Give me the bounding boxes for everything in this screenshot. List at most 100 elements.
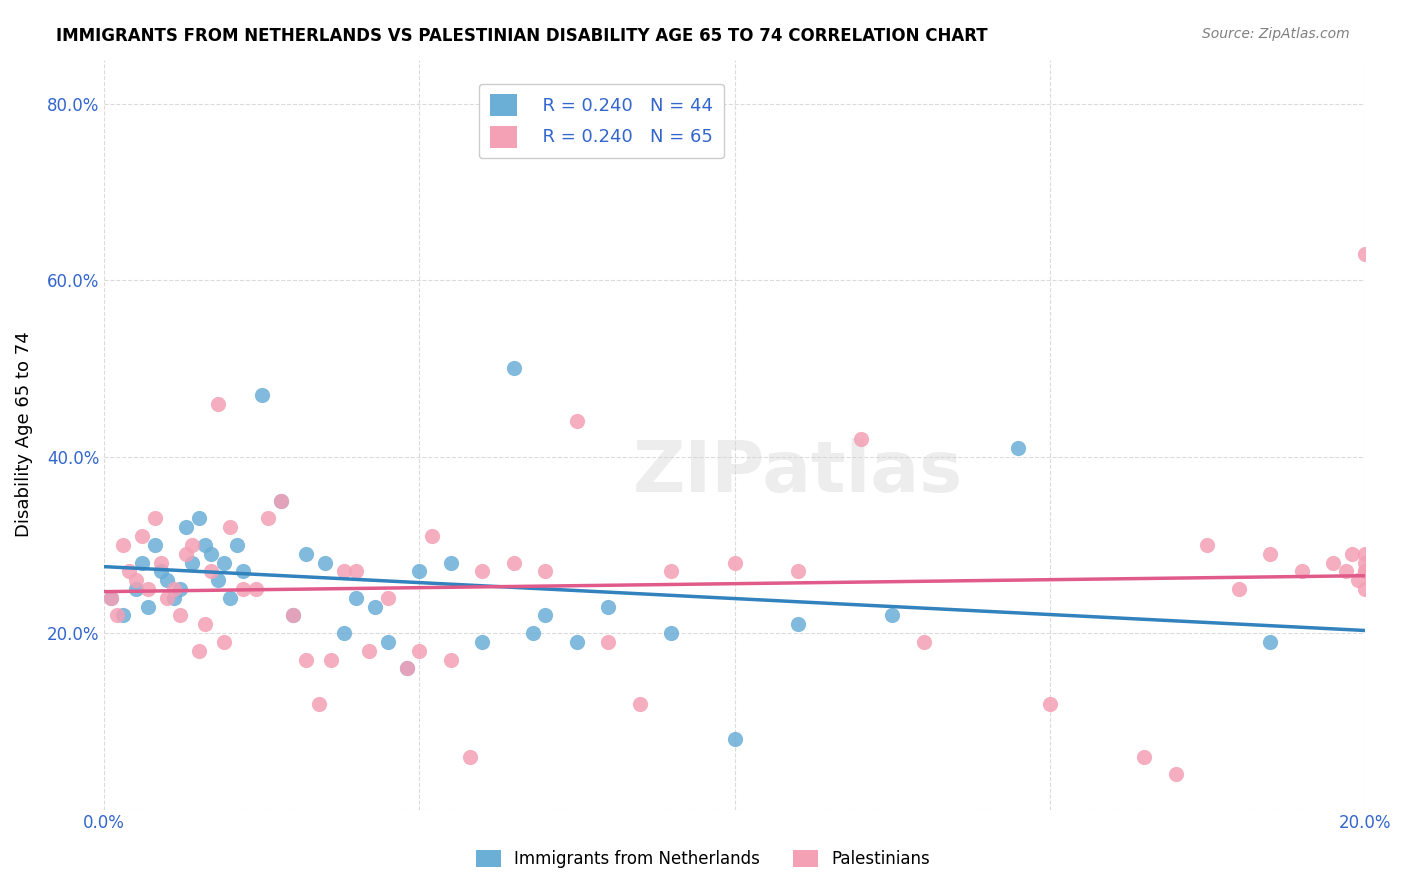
Point [1354,582,1376,596]
Point [395,661,418,675]
Point [138,599,160,614]
Point [565,414,588,428]
Point [112,608,135,623]
Point [1322,556,1344,570]
Point [187,644,209,658]
Point [598,599,620,614]
Point [1227,582,1250,596]
Point [332,626,354,640]
Point [503,556,526,570]
Point [232,582,254,596]
Point [377,591,399,605]
Point [131,529,153,543]
Point [1164,767,1187,781]
Point [344,564,367,578]
Point [912,635,935,649]
Point [156,573,179,587]
Point [1354,556,1376,570]
Point [1354,564,1376,578]
Point [194,538,217,552]
Point [1258,635,1281,649]
Point [232,564,254,578]
Point [628,697,651,711]
Point [295,652,318,666]
Point [440,652,463,666]
Point [149,564,172,578]
Y-axis label: Disability Age 65 to 74: Disability Age 65 to 74 [15,332,32,538]
Legend: Immigrants from Netherlands, Palestinians: Immigrants from Netherlands, Palestinian… [470,843,936,875]
Point [200,547,222,561]
Point [661,564,683,578]
Point [162,591,184,605]
Point [1039,697,1062,711]
Point [1341,547,1364,561]
Point [250,388,273,402]
Point [194,617,217,632]
Point [283,608,305,623]
Point [187,511,209,525]
Point [143,538,166,552]
Point [1133,749,1156,764]
Point [207,573,229,587]
Point [1334,564,1357,578]
Point [849,432,872,446]
Point [1007,441,1029,455]
Text: IMMIGRANTS FROM NETHERLANDS VS PALESTINIAN DISABILITY AGE 65 TO 74 CORRELATION C: IMMIGRANTS FROM NETHERLANDS VS PALESTINI… [56,27,988,45]
Point [200,564,222,578]
Point [522,626,544,640]
Point [598,635,620,649]
Point [723,731,745,746]
Point [314,556,336,570]
Point [1354,547,1376,561]
Point [471,635,494,649]
Legend:   R = 0.240   N = 44,   R = 0.240   N = 65: R = 0.240 N = 44, R = 0.240 N = 65 [479,84,724,159]
Point [534,564,557,578]
Point [118,564,141,578]
Point [458,749,481,764]
Point [270,493,292,508]
Text: ZIPatlas: ZIPatlas [633,438,963,507]
Point [420,529,443,543]
Point [377,635,399,649]
Point [156,591,179,605]
Point [270,493,292,508]
Point [1291,564,1313,578]
Point [1347,573,1369,587]
Point [219,591,242,605]
Point [534,608,557,623]
Point [212,635,235,649]
Point [308,697,330,711]
Point [225,538,247,552]
Point [1258,547,1281,561]
Point [1354,564,1376,578]
Point [181,538,204,552]
Point [723,556,745,570]
Point [408,564,430,578]
Point [364,599,387,614]
Point [661,626,683,640]
Point [295,547,318,561]
Point [143,511,166,525]
Point [245,582,267,596]
Point [181,556,204,570]
Point [503,361,526,376]
Point [408,644,430,658]
Point [105,608,128,623]
Point [283,608,305,623]
Point [1197,538,1219,552]
Point [1354,246,1376,260]
Point [125,582,148,596]
Point [100,591,122,605]
Point [880,608,903,623]
Point [138,582,160,596]
Point [786,564,808,578]
Point [149,556,172,570]
Point [321,652,343,666]
Point [332,564,354,578]
Point [100,591,122,605]
Point [786,617,808,632]
Point [174,547,197,561]
Point [219,520,242,534]
Point [212,556,235,570]
Point [357,644,380,658]
